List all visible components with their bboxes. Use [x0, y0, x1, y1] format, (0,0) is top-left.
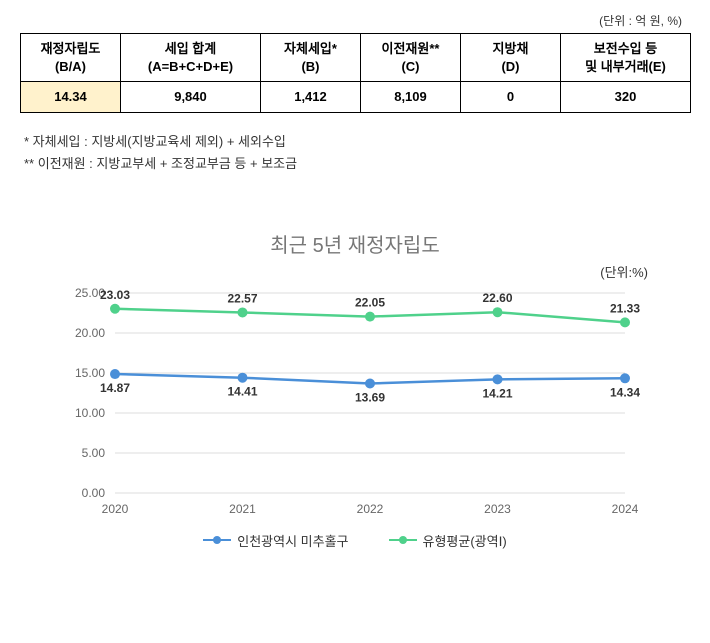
col-header-line1: 자체세입* [263, 40, 358, 58]
col-header-line1: 이전재원** [363, 40, 458, 58]
series-marker [365, 311, 375, 321]
data-label: 22.05 [355, 295, 385, 309]
table-unit-note: (단위 : 억 원, %) [20, 12, 690, 29]
table-cell: 8,109 [361, 82, 461, 113]
table-cell: 0 [461, 82, 561, 113]
footnote-1: * 자체세입 : 지방세(지방교육세 제외) + 세외수입 [24, 131, 690, 153]
series-marker [620, 373, 630, 383]
footnotes: * 자체세입 : 지방세(지방교육세 제외) + 세외수입 ** 이전재원 : … [20, 131, 690, 175]
footnote-2: ** 이전재원 : 지방교부세 + 조정교부금 등 + 보조금 [24, 153, 690, 175]
chart-area: 최근 5년 재정자립도 (단위:%) 0.00 5.00 10.00 15.00 20.… [20, 229, 690, 550]
x-tick-label: 2024 [612, 502, 639, 516]
col-header-line1: 보전수입 등 [563, 40, 688, 58]
table-col-header: 지방채(D) [461, 34, 561, 82]
data-label: 14.87 [100, 381, 130, 395]
chart-legend: 인천광역시 미추홀구 유형평균(광역Ⅰ) [20, 531, 690, 550]
series-marker [238, 373, 248, 383]
y-tick-label: 20.00 [75, 326, 105, 340]
chart-title: 최근 5년 재정자립도 [20, 229, 690, 258]
col-header-line1: 재정자립도 [23, 40, 118, 58]
table-row: 14.349,8401,4128,1090320 [21, 82, 691, 113]
series-marker [493, 307, 503, 317]
data-label: 14.34 [610, 385, 640, 399]
legend-label: 인천광역시 미추홀구 [237, 531, 348, 550]
col-header-line2: (D) [463, 58, 558, 76]
table-header-row: 재정자립도(B/A)세입 합계(A=B+C+D+E)자체세입*(B)이전재원**… [21, 34, 691, 82]
col-header-line1: 지방채 [463, 40, 558, 58]
data-label: 22.60 [482, 291, 512, 305]
table-col-header: 세입 합계(A=B+C+D+E) [121, 34, 261, 82]
data-label: 13.69 [355, 390, 385, 404]
table-cell: 320 [561, 82, 691, 113]
legend-marker-icon [399, 536, 407, 544]
x-tick-label: 2021 [229, 502, 256, 516]
col-header-line2: (B) [263, 58, 358, 76]
legend-line-icon [389, 539, 417, 541]
series-marker [493, 374, 503, 384]
legend-item: 유형평균(광역Ⅰ) [389, 531, 507, 550]
y-tick-label: 0.00 [82, 486, 106, 500]
y-tick-label: 15.00 [75, 366, 105, 380]
series-marker [238, 307, 248, 317]
table-cell: 9,840 [121, 82, 261, 113]
table-col-header: 보전수입 등및 내부거래(E) [561, 34, 691, 82]
table-col-header: 이전재원**(C) [361, 34, 461, 82]
x-tick-label: 2023 [484, 502, 511, 516]
table-col-header: 재정자립도(B/A) [21, 34, 121, 82]
summary-table: 재정자립도(B/A)세입 합계(A=B+C+D+E)자체세입*(B)이전재원**… [20, 33, 691, 113]
legend-marker-icon [213, 536, 221, 544]
series-marker [620, 317, 630, 327]
col-header-line1: 세입 합계 [123, 40, 258, 58]
series-marker [110, 304, 120, 314]
series-marker [110, 369, 120, 379]
x-tick-label: 2020 [102, 502, 129, 516]
x-tick-label: 2022 [357, 502, 384, 516]
legend-line-icon [203, 539, 231, 541]
table-cell: 1,412 [261, 82, 361, 113]
data-label: 23.03 [100, 288, 130, 302]
data-label: 14.21 [482, 386, 512, 400]
series-marker [365, 378, 375, 388]
table-col-header: 자체세입*(B) [261, 34, 361, 82]
data-label: 14.41 [227, 385, 257, 399]
table-cell: 14.34 [21, 82, 121, 113]
col-header-line2: (C) [363, 58, 458, 76]
col-header-line2: (A=B+C+D+E) [123, 58, 258, 76]
data-label: 22.57 [227, 291, 257, 305]
col-header-line2: (B/A) [23, 58, 118, 76]
col-header-line2: 및 내부거래(E) [563, 58, 688, 76]
legend-item: 인천광역시 미추홀구 [203, 531, 348, 550]
legend-label: 유형평균(광역Ⅰ) [423, 531, 507, 550]
line-chart: 0.005.0010.0015.0020.0025.00202020212022… [45, 283, 665, 523]
y-tick-label: 10.00 [75, 406, 105, 420]
chart-unit-note: (단위:%) [20, 262, 690, 281]
y-tick-label: 5.00 [82, 446, 106, 460]
data-label: 21.33 [610, 301, 640, 315]
